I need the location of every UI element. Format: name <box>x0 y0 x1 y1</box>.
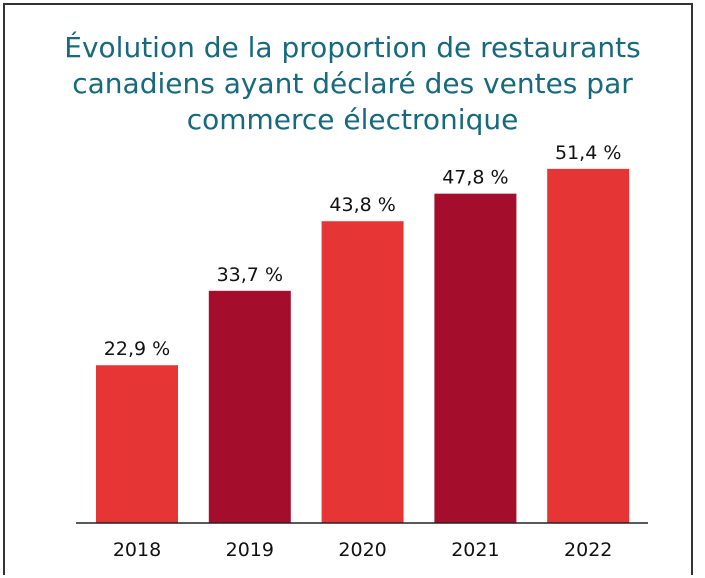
frame <box>3 3 693 575</box>
value-label: 47,8 % <box>442 167 508 189</box>
bar <box>96 365 178 523</box>
value-label: 51,4 % <box>555 142 621 164</box>
bar <box>547 168 630 523</box>
x-tick-label: 2020 <box>338 539 386 561</box>
value-label: 33,7 % <box>217 264 283 286</box>
x-tick-label: 2018 <box>113 539 161 561</box>
chart-title: Évolution de la proportion de restaurant… <box>64 31 641 136</box>
x-tick-label: 2019 <box>226 539 274 561</box>
x-tick-label: 2021 <box>451 539 499 561</box>
value-label: 22,9 % <box>104 338 170 360</box>
bar <box>208 290 291 523</box>
value-label: 43,8 % <box>329 194 395 216</box>
x-tick-label: 2022 <box>564 539 612 561</box>
bar <box>434 193 517 523</box>
bar <box>321 221 404 523</box>
